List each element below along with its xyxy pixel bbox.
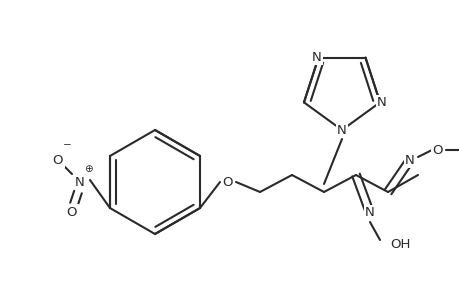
Text: O: O	[53, 154, 63, 166]
Text: OH: OH	[389, 238, 409, 251]
Text: N: N	[75, 176, 85, 188]
Text: O: O	[67, 206, 77, 218]
Text: ⊕: ⊕	[84, 164, 92, 174]
Text: −: −	[62, 140, 71, 150]
Text: O: O	[432, 143, 442, 157]
Text: N: N	[311, 51, 321, 64]
Text: N: N	[404, 154, 414, 166]
Text: N: N	[376, 96, 386, 109]
Text: N: N	[364, 206, 374, 220]
Text: N: N	[336, 124, 346, 136]
Text: O: O	[222, 176, 233, 188]
